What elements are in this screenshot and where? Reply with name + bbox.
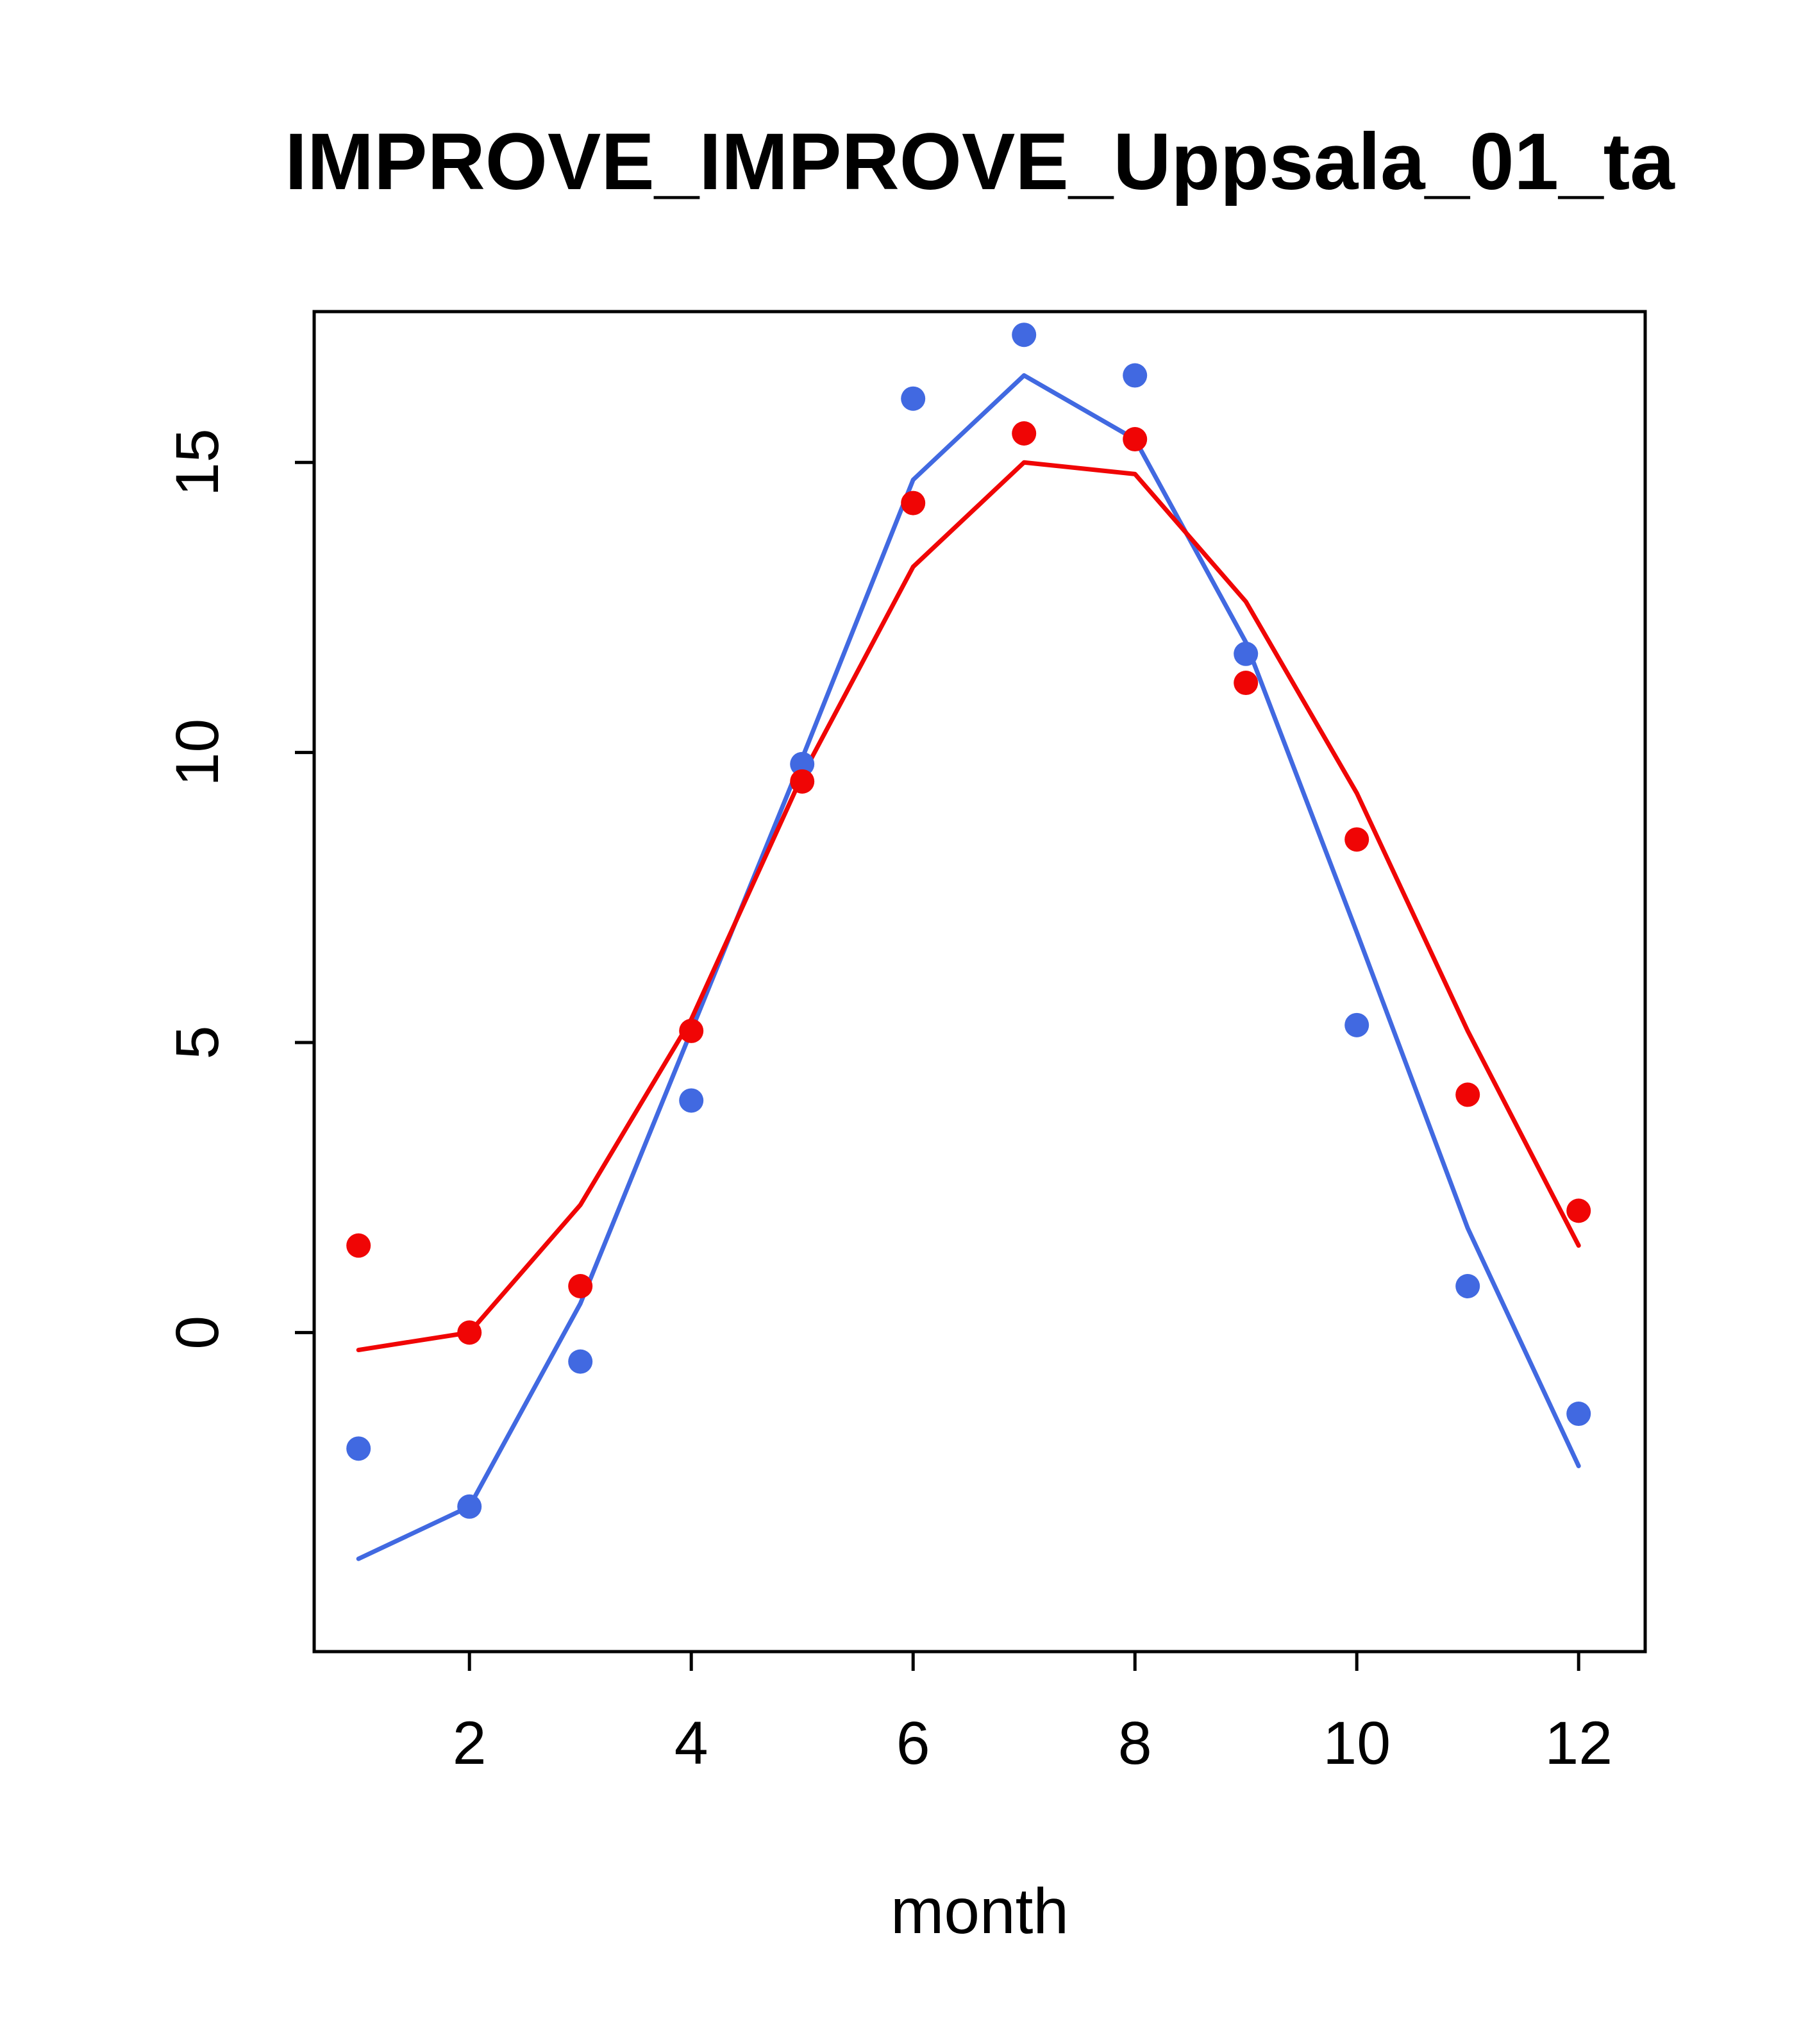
red-points-point [790,769,815,794]
red-points-point [1455,1082,1480,1107]
red-points-point [457,1320,482,1345]
y-tick-label: 15 [163,428,231,496]
red-points-point [1566,1198,1591,1223]
blue-points-point [679,1088,704,1113]
red-line [356,460,1581,1353]
x-tick-label: 8 [1118,1709,1152,1777]
red-points-point [1234,671,1259,696]
blue-points-point [568,1349,593,1374]
x-tick-label: 12 [1545,1709,1612,1777]
blue-points-point [790,751,815,776]
blue-points-point [1344,1012,1369,1037]
y-tick-label: 0 [163,1316,231,1350]
blue-line [356,373,1581,1561]
red-points-point [1344,827,1369,852]
red-points-point [1123,427,1148,452]
blue-points-point [1234,641,1259,666]
red-points-point [679,1018,704,1043]
red-points-point [568,1274,593,1298]
red-points-point [1012,421,1037,446]
red-points-point [901,490,926,515]
x-tick-label: 2 [453,1709,487,1777]
x-axis-label: month [891,1875,1069,1947]
blue-points-point [901,386,926,411]
chart-title: IMPROVE_IMPROVE_Uppsala_01_ta [285,117,1675,206]
blue-points-point [346,1436,371,1461]
y-tick-label: 10 [163,719,231,787]
blue-points-point [1455,1274,1480,1298]
red-points-point [346,1233,371,1258]
blue-points-point [457,1494,482,1519]
blue-points-point [1012,323,1037,348]
blue-points-point [1566,1402,1591,1427]
x-tick-label: 6 [896,1709,930,1777]
plot-box [312,310,1647,1654]
x-tick-label: 10 [1323,1709,1391,1777]
blue-points-point [1123,363,1148,388]
y-tick-label: 5 [163,1026,231,1060]
x-tick-label: 4 [674,1709,708,1777]
